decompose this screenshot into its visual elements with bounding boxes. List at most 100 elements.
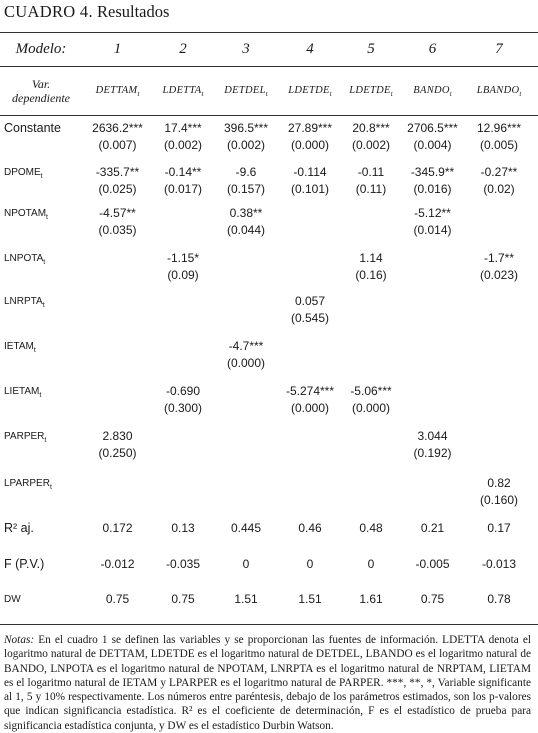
table-cell: -345.9** (0.016) [401, 159, 464, 200]
table-cell: -0.690 (0.300) [153, 378, 213, 423]
row-label-subscript: t [42, 302, 45, 309]
table-cell [213, 470, 279, 515]
row-label: IETAMt [0, 333, 82, 378]
coefficient-value: 0.78 [487, 592, 511, 606]
dep-var-name: LDETDE [349, 84, 391, 96]
table-number: CUADRO 4. [4, 2, 93, 21]
coefficient-value: 0.46 [298, 521, 322, 535]
table-row: NPOTAMt -4.57** (0.035) 0.38** (0.044) -5.12*… [0, 200, 534, 245]
p-value: (0.044) [226, 223, 266, 237]
p-value: (0.250) [98, 446, 137, 460]
table-cell: 0.13 [153, 515, 213, 551]
table-cell: 17.4*** (0.002) [153, 115, 213, 159]
row-label-subscript: t [49, 484, 52, 491]
coefficient-value: -4.7*** [228, 339, 264, 353]
model-row: Modelo: 1 2 3 4 5 6 7 [0, 33, 534, 66]
row-label-text: F (P.V.) [4, 557, 45, 571]
coefficient-value: 0.172 [102, 521, 133, 535]
model-number: 1 [113, 41, 122, 57]
coefficient-value: 12.96*** [476, 121, 522, 135]
row-label-text: LNPOTA [4, 253, 44, 264]
table-cell [279, 333, 341, 378]
dep-label-line1: Var. [31, 76, 51, 91]
table-notes: Notas: En el cuadro 1 se definen las var… [4, 633, 531, 733]
table-cell [279, 423, 341, 470]
coefficient-value: 0.21 [420, 521, 445, 535]
table-cell: -0.14** (0.017) [153, 159, 213, 200]
coefficient-value: -0.035 [165, 557, 201, 571]
p-value: (0.02) [483, 182, 515, 196]
row-label-text: DPOME [4, 167, 41, 178]
table-cell: -0.005 [401, 551, 464, 586]
row-label-subscript: t [43, 259, 46, 266]
coefficient-value: 0.057 [294, 294, 326, 308]
table-cell: 0.057 (0.545) [279, 288, 341, 333]
row-label: R² aj. [0, 515, 82, 551]
rule-bottom [0, 624, 538, 625]
table-cell [82, 333, 153, 378]
p-value: (0.002) [351, 138, 391, 152]
coefficient-value: 0.17 [487, 521, 511, 535]
coefficient-value: 0.75 [420, 592, 445, 606]
p-value: (0.09) [167, 268, 199, 282]
coefficient-value: 2706.5*** [407, 121, 458, 135]
dep-var-subscript: t [449, 89, 452, 98]
p-value: (0.192) [413, 446, 452, 460]
coefficient-value: 0.82 [487, 476, 511, 490]
table-cell: -0.27** (0.02) [464, 159, 534, 200]
dep-var-subscript: t [265, 89, 268, 98]
table-cell: -335.7** (0.025) [82, 159, 153, 200]
table-cell: 0.75 [153, 586, 213, 622]
table-row: LNPOTAt -1.15* (0.09) 1.14 (0.16) -1.7** (0.02… [0, 245, 534, 288]
coefficient-value: 1.14 [359, 251, 383, 265]
table-cell: 2636.2*** (0.007) [82, 115, 153, 159]
p-value: (0.000) [226, 356, 266, 370]
coefficient-value: -5.12** [414, 206, 451, 220]
table-cell: 396.5*** (0.002) [213, 115, 279, 159]
p-value: (0.002) [163, 138, 203, 152]
row-label: NPOTAMt [0, 200, 82, 245]
row-label-subscript: t [39, 392, 42, 399]
coefficient-value: -0.11 [357, 165, 385, 179]
row-label-text: IETAM [4, 341, 34, 352]
dependent-variable-row: Var. dependiente DETTAMt LDETTAt DETDELt… [0, 66, 534, 115]
table-cell: 12.96*** (0.005) [464, 115, 534, 159]
coefficient-value: 0.38** [229, 206, 263, 220]
p-value: (0.017) [163, 182, 203, 196]
coefficient-value: -9.6 [235, 165, 257, 179]
dep-var-name: LDETTA [162, 84, 202, 96]
table-cell [279, 245, 341, 288]
row-label: F (P.V.) [0, 551, 82, 586]
table-cell [153, 333, 213, 378]
row-label-subscript: t [46, 214, 48, 221]
dep-var-subscript: t [519, 89, 522, 98]
table-cell: 0.46 [279, 515, 341, 551]
table-cell [401, 288, 464, 333]
coefficient-value: -5.274*** [285, 384, 335, 398]
table-cell [401, 245, 464, 288]
table-row: F (P.V.) -0.012 -0.035 0 0 0 -0.005 -0.013 [0, 551, 534, 586]
coefficient-value: -0.013 [481, 557, 517, 571]
table-row: LIETAMt -0.690 (0.300) -5.274*** (0.000) -5.0… [0, 378, 534, 423]
coefficient-value: -1.15* [166, 251, 200, 265]
table-cell: 0.82 (0.160) [464, 470, 534, 515]
p-value: (0.160) [479, 493, 519, 507]
coefficient-value: 1.51 [234, 592, 258, 606]
table-cell [401, 470, 464, 515]
row-label-subscript: t [40, 173, 43, 180]
notes-lead: Notas: [4, 634, 35, 646]
table-row: DW 0.75 0.75 1.51 1.51 1.61 0.75 0.78 [0, 586, 534, 622]
table-cell: -5.12** (0.014) [401, 200, 464, 245]
table-cell [82, 245, 153, 288]
row-label: DW [0, 586, 82, 622]
row-label-text: LNRPTA [4, 296, 43, 307]
table-cell [341, 470, 401, 515]
table-cell: 0.38** (0.044) [213, 200, 279, 245]
table-cell: 1.14 (0.16) [341, 245, 401, 288]
p-value: (0.005) [479, 138, 519, 152]
coefficient-value: 0.445 [230, 521, 262, 535]
row-label-text: DW [4, 594, 21, 605]
coefficient-value: 2636.2*** [92, 121, 143, 135]
table-cell: -0.035 [153, 551, 213, 586]
table-cell [213, 288, 279, 333]
